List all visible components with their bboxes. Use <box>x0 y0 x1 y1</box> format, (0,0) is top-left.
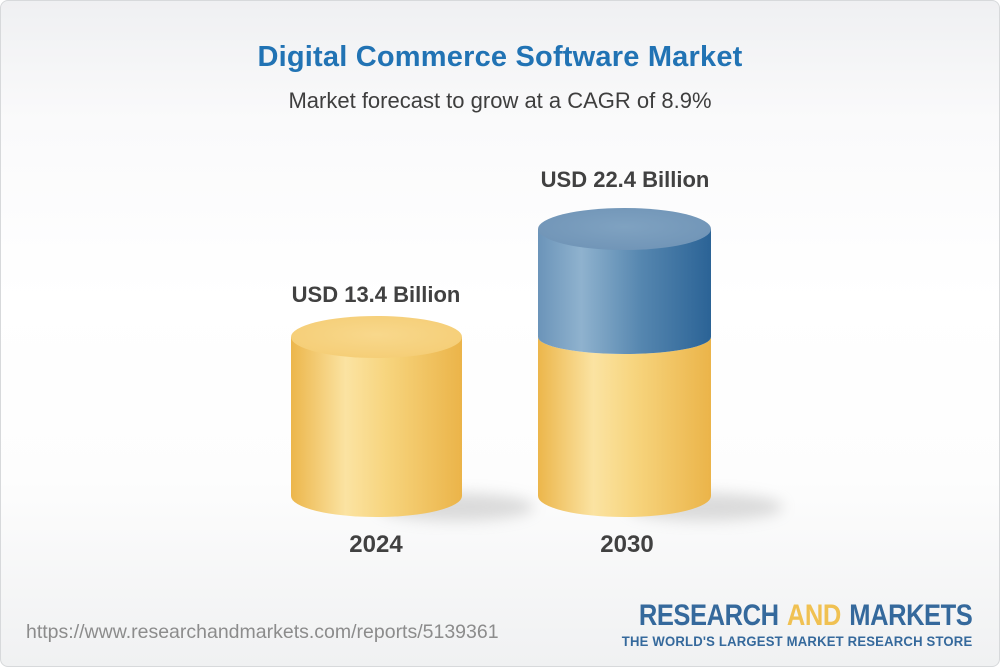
value-label-2030: USD 22.4 Billion <box>540 167 710 192</box>
bar-2030-growth-segment <box>538 229 711 354</box>
bar-2030-cylinder <box>538 208 711 517</box>
category-label-2030: 2030 <box>600 531 654 558</box>
logo-word-markets: MARKETS <box>848 599 973 632</box>
chart-subtitle: Market forecast to grow at a CAGR of 8.9… <box>288 88 712 113</box>
category-label-2024: 2024 <box>349 531 403 558</box>
bar-2024-cylinder <box>291 316 462 517</box>
logo-word-research: RESEARCH <box>638 599 779 632</box>
bar-2030-base-segment <box>538 337 711 517</box>
logo-wordmark: RESEARCH AND MARKETS <box>638 600 972 632</box>
logo-tagline: THE WORLD'S LARGEST MARKET RESEARCH STOR… <box>621 633 972 649</box>
logo-word-and: AND <box>786 599 841 632</box>
chart-title: Digital Commerce Software Market <box>257 41 743 73</box>
report-url: https://www.researchandmarkets.com/repor… <box>26 621 499 643</box>
value-label-2024: USD 13.4 Billion <box>291 282 461 307</box>
research-and-markets-logo: RESEARCH AND MARKETS THE WORLD'S LARGEST… <box>580 600 972 649</box>
